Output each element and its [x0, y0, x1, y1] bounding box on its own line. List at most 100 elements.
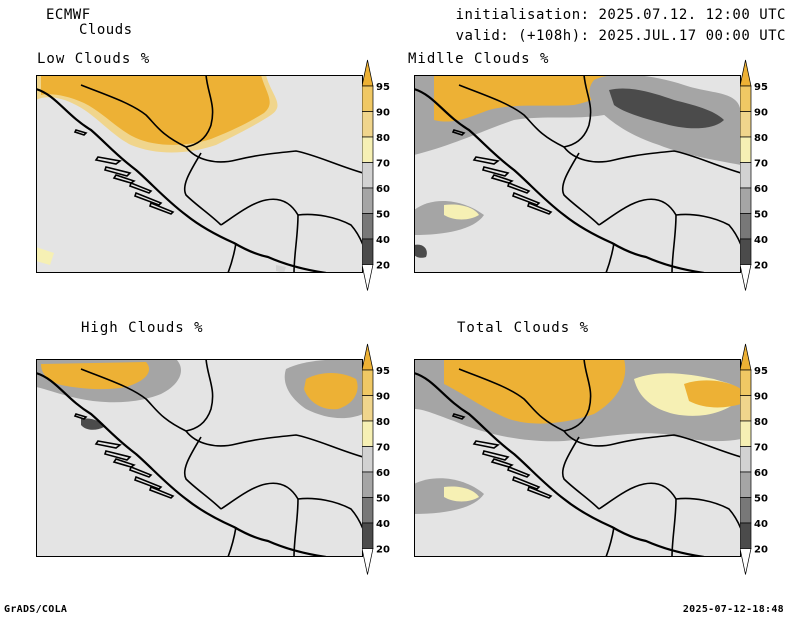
colorbar-segment-c20_40 — [740, 238, 752, 265]
colorbar-segment-c80_90 — [362, 395, 374, 422]
colorbar-label-95: 95 — [754, 366, 768, 377]
cloud-area-4 — [304, 373, 358, 410]
coastline — [414, 87, 705, 273]
colorbar-label-80: 80 — [376, 417, 390, 428]
colorbar-segment-c80_90 — [362, 111, 374, 138]
country-border-2 — [563, 430, 741, 458]
cloud-area-2 — [444, 359, 626, 424]
cloud-area-2 — [41, 362, 150, 390]
colorbar-bottom-arrow — [740, 548, 752, 575]
country-border-6 — [297, 497, 363, 530]
colorbar-label-40: 40 — [754, 235, 768, 246]
island-6 — [148, 485, 175, 499]
colorbar-segment-c90_95 — [740, 369, 752, 396]
colorbar-segment-c40_50 — [740, 497, 752, 524]
island-2 — [481, 166, 510, 177]
colorbar-label-95: 95 — [754, 82, 768, 93]
country-border-1 — [185, 75, 214, 148]
colorbar-label-50: 50 — [754, 210, 768, 221]
map-low-clouds — [36, 75, 363, 273]
colorbar-segment-c80_90 — [740, 395, 752, 422]
colorbar-label-70: 70 — [754, 159, 768, 170]
coastline — [36, 371, 327, 557]
panel-title-total: Total Clouds % — [457, 320, 590, 336]
colorbar-label-50: 50 — [754, 494, 768, 505]
colorbar-segment-c80_90 — [740, 111, 752, 138]
country-border-2 — [563, 146, 741, 174]
island-1 — [472, 156, 500, 165]
island-5 — [133, 475, 163, 490]
colorbar-top-arrow — [362, 343, 374, 371]
map-middle-clouds — [414, 75, 741, 273]
cloud-field-high — [36, 359, 363, 430]
cloud-area-4 — [276, 265, 286, 273]
colorbar-label-90: 90 — [376, 108, 390, 119]
colorbar-label-60: 60 — [376, 468, 390, 479]
cloud-area-4 — [684, 380, 741, 408]
country-border-3 — [561, 436, 600, 510]
island-2 — [481, 450, 510, 461]
colorbar-segment-c50_60 — [740, 187, 752, 214]
product-name: Clouds — [79, 22, 133, 38]
colorbar-label-20: 20 — [376, 545, 390, 556]
country-border-6 — [675, 497, 741, 530]
init-time: initialisation: 2025.07.12. 12:00 UTC — [455, 7, 786, 23]
colorbar-bottom-arrow — [740, 264, 752, 291]
colorbar-segment-c20_40 — [362, 238, 374, 265]
cloud-area-7 — [414, 244, 427, 258]
colorbar-label-40: 40 — [754, 519, 768, 530]
colorbar-bottom-arrow — [362, 264, 374, 291]
colorbar-segment-c90_95 — [740, 85, 752, 112]
island-5 — [511, 191, 541, 206]
colorbar-label-50: 50 — [376, 210, 390, 221]
island-6 — [148, 201, 175, 215]
country-border-1 — [563, 359, 592, 432]
country-border-2 — [185, 430, 363, 458]
colorbar-segment-c70_80 — [740, 136, 752, 163]
country-border-8 — [80, 368, 187, 432]
colorbar-low: 95 90 80 70 60 50 40 20 — [362, 59, 390, 291]
colorbar-top-arrow — [740, 59, 752, 87]
colorbar-segment-c20_40 — [362, 522, 374, 549]
colorbar-label-90: 90 — [754, 392, 768, 403]
colorbar-label-80: 80 — [376, 133, 390, 144]
country-border-8 — [458, 368, 565, 432]
island-7 — [73, 413, 88, 420]
colorbar-label-60: 60 — [754, 184, 768, 195]
colorbar-segment-c50_60 — [740, 471, 752, 498]
island-6 — [526, 485, 553, 499]
colorbar-segment-c60_70 — [362, 162, 374, 189]
colorbar-label-50: 50 — [376, 494, 390, 505]
island-7 — [451, 129, 466, 136]
colorbar-segment-c60_70 — [740, 162, 752, 189]
country-border-2 — [185, 146, 363, 174]
colorbar-segment-c90_95 — [362, 85, 374, 112]
colorbar-label-20: 20 — [754, 261, 768, 272]
colorbar-segment-c50_60 — [362, 187, 374, 214]
country-border-1 — [185, 359, 214, 432]
panel-title-middle: Midlle Clouds % — [408, 51, 550, 67]
country-border-5 — [293, 498, 299, 557]
country-border-7 — [605, 242, 615, 273]
colorbar-segment-c70_80 — [740, 420, 752, 447]
country-border-3 — [183, 436, 222, 510]
island-7 — [451, 413, 466, 420]
country-border-3 — [183, 152, 222, 226]
colorbar-label-20: 20 — [376, 261, 390, 272]
colorbar-segment-c20_40 — [740, 522, 752, 549]
cloud-field-total — [414, 359, 741, 514]
cloud-area-4 — [609, 88, 724, 129]
panel-title-high: High Clouds % — [81, 320, 204, 336]
footer-software: GrADS/COLA — [4, 604, 68, 615]
country-border-5 — [671, 498, 677, 557]
island-4 — [128, 465, 153, 478]
colorbar-high: 95 90 80 70 60 50 40 20 — [362, 343, 390, 575]
colorbar-label-40: 40 — [376, 235, 390, 246]
island-6 — [526, 201, 553, 215]
colorbar-segment-c40_50 — [362, 213, 374, 240]
coastline — [36, 87, 327, 273]
country-border-1 — [563, 75, 592, 148]
model-name: ECMWF — [46, 7, 91, 23]
island-5 — [511, 475, 541, 490]
colorbar-top-arrow — [740, 343, 752, 371]
